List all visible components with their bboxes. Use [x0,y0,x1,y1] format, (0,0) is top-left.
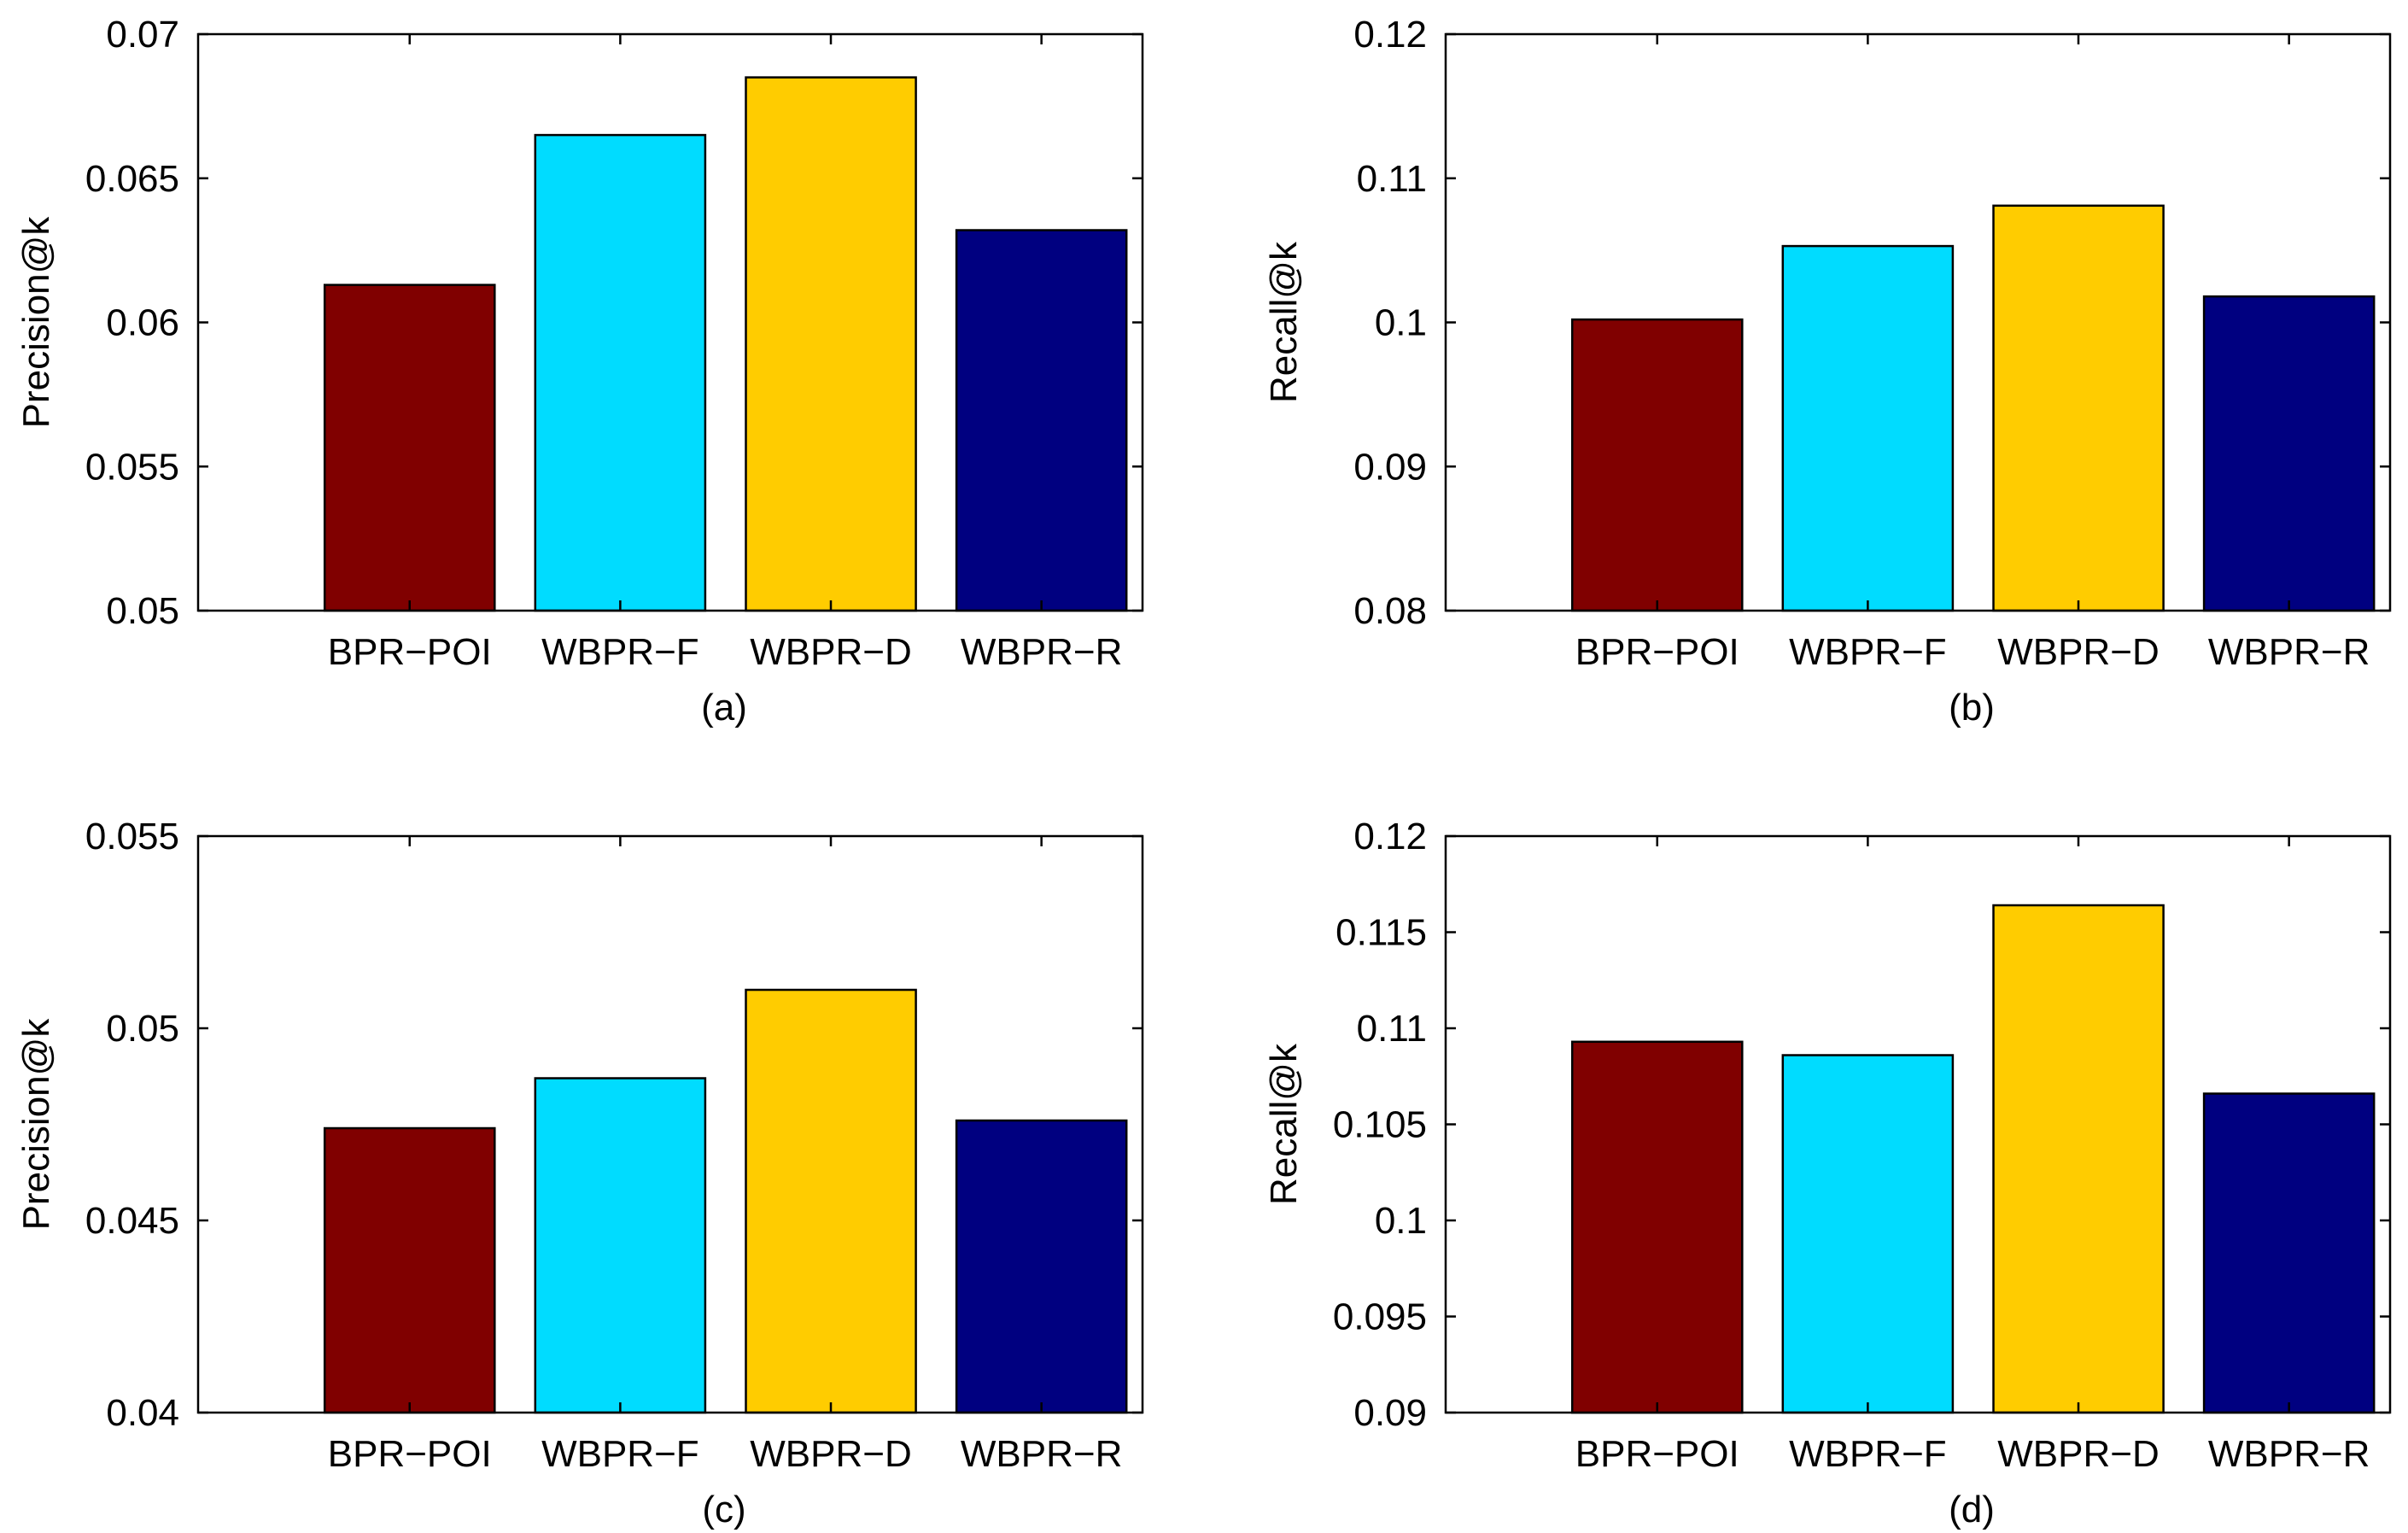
y-tick-label: 0.12 [1353,14,1427,56]
y-tick-label: 0.055 [85,816,179,857]
bar-wbpr-d [1992,904,2165,1414]
y-tick-label: 0.095 [1333,1296,1427,1338]
axes-box [196,834,1144,1414]
x-tick-label: WBPR−D [750,631,911,673]
y-axis-label: Precision@k [15,216,57,429]
y-tick-label: 0.055 [85,446,179,488]
x-tick-label: WBPR−D [1997,1433,2159,1475]
y-tick-label: 0.115 [1336,912,1427,954]
x-tick-label: WBPR−R [961,1433,1122,1475]
panel-caption: (c) [702,1489,745,1530]
y-tick-label: 0.04 [106,1392,179,1434]
panel-caption: (a) [701,687,747,728]
x-tick-label: BPR−POI [1575,1433,1739,1475]
bar-wbpr-f [534,133,707,612]
y-tick-label: 0.045 [85,1200,179,1242]
x-tick-label: WBPR−R [2208,1433,2370,1475]
bar-wbpr-f [534,1077,707,1414]
x-tick-label: WBPR−F [1789,1433,1947,1475]
bar-wbpr-r [955,1119,1128,1414]
bar-bpr-poi [323,1126,496,1414]
bar-wbpr-r [955,229,1128,612]
y-tick-label: 0.11 [1357,158,1427,200]
bar-bpr-poi [323,284,496,612]
x-tick-label: WBPR−F [1789,631,1947,673]
bar-wbpr-d [1992,204,2165,612]
y-tick-label: 0.09 [1353,446,1427,488]
y-tick-label: 0.1 [1375,1200,1427,1242]
y-tick-label: 0.05 [106,1008,179,1050]
x-tick-label: BPR−POI [328,1433,492,1475]
y-tick-label: 0.05 [106,590,179,632]
x-tick-label: WBPR−D [750,1433,911,1475]
x-tick-label: WBPR−D [1997,631,2159,673]
x-tick-label: WBPR−F [541,631,699,673]
y-tick-label: 0.12 [1353,816,1427,857]
x-tick-label: BPR−POI [1575,631,1739,673]
bar-bpr-poi [1570,1040,1744,1414]
bar-wbpr-r [2202,1092,2376,1414]
y-tick-label: 0.07 [106,14,179,56]
y-tick-label: 0.11 [1357,1008,1427,1050]
bar-wbpr-d [745,76,917,612]
panel-caption: (d) [1949,1489,1995,1530]
bar-bpr-poi [1570,318,1744,612]
chart-panel-a: 0.05 0.055 0.06 0.065 0.07 BPR−POI WBPR−F WBPR−… [15,14,1144,728]
y-axis-label: Precision@k [15,1018,57,1231]
x-tick-label: WBPR−R [2208,631,2370,673]
bar-wbpr-f [1781,1054,1955,1414]
chart-panel-c: 0.04 0.045 0.05 0.055 BPR−POI WBPR−F WBPR−D WBP… [15,816,1144,1530]
y-axis-label: Recall@k [1263,1043,1305,1205]
panel-caption: (b) [1949,687,1995,728]
bar-wbpr-r [2202,295,2376,612]
chart-panel-d: 0.09 0.095 0.1 0.105 0.11 0.115 0.12 BPR−POI WBP… [1263,816,2392,1530]
y-axis-label: Recall@k [1263,241,1305,403]
bar-wbpr-f [1781,244,1955,612]
y-tick-label: 0.105 [1333,1104,1427,1146]
chart-panel-b: 0.08 0.09 0.1 0.11 0.12 BPR−POI WBPR−F WBPR−D WB… [1263,14,2392,728]
y-tick-label: 0.08 [1353,590,1427,632]
x-tick-label: BPR−POI [328,631,492,673]
x-tick-label: WBPR−F [541,1433,699,1475]
y-tick-label: 0.06 [106,302,179,344]
x-tick-label: WBPR−R [961,631,1122,673]
bar-wbpr-d [745,988,917,1414]
y-tick-label: 0.065 [85,158,179,200]
y-tick-label: 0.1 [1375,302,1427,344]
y-tick-label: 0.09 [1353,1392,1427,1434]
